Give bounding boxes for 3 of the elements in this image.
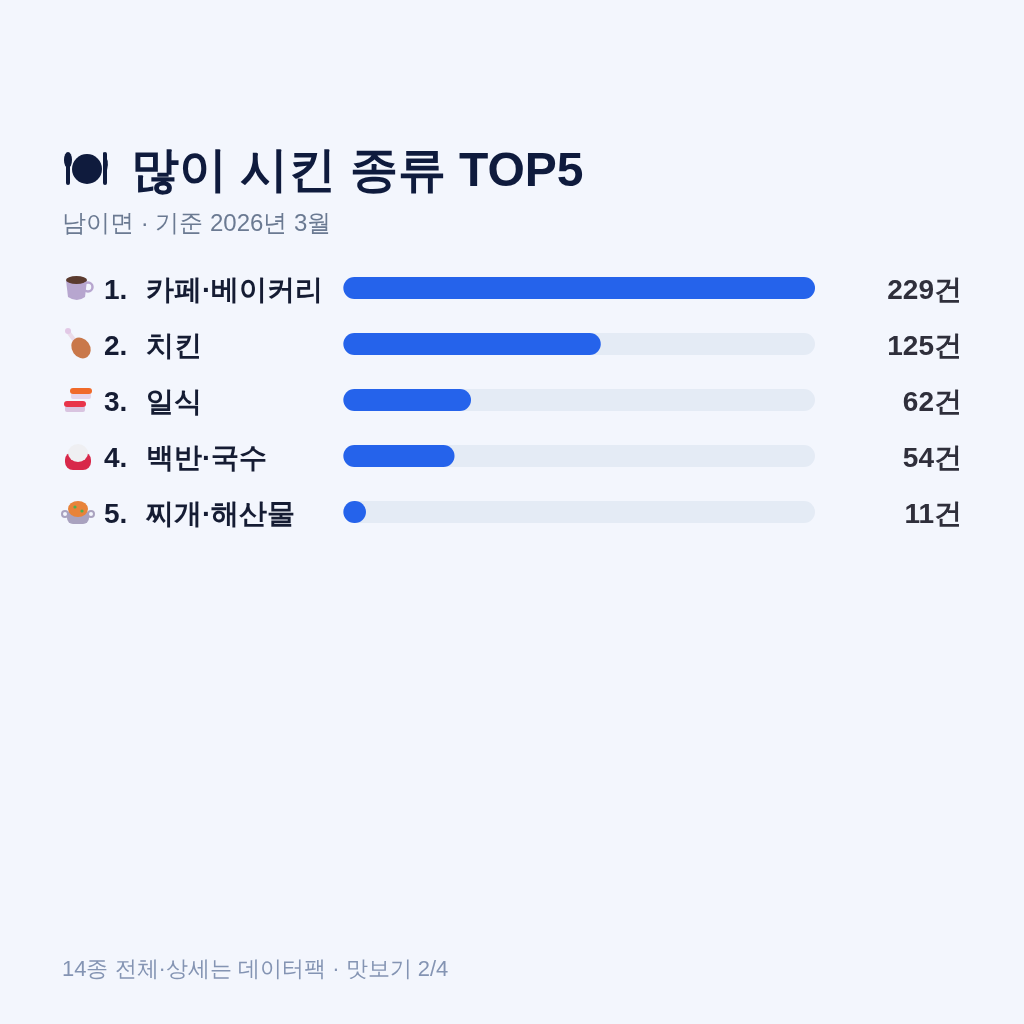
annotation: 14종 전체·상세는 데이터팩 · 맛보기 2/4 <box>62 956 449 981</box>
subtitle: 남이면 · 기준 2026년 3월 <box>62 209 332 236</box>
title: 많이 시킨 종류 TOP5 <box>131 143 584 196</box>
